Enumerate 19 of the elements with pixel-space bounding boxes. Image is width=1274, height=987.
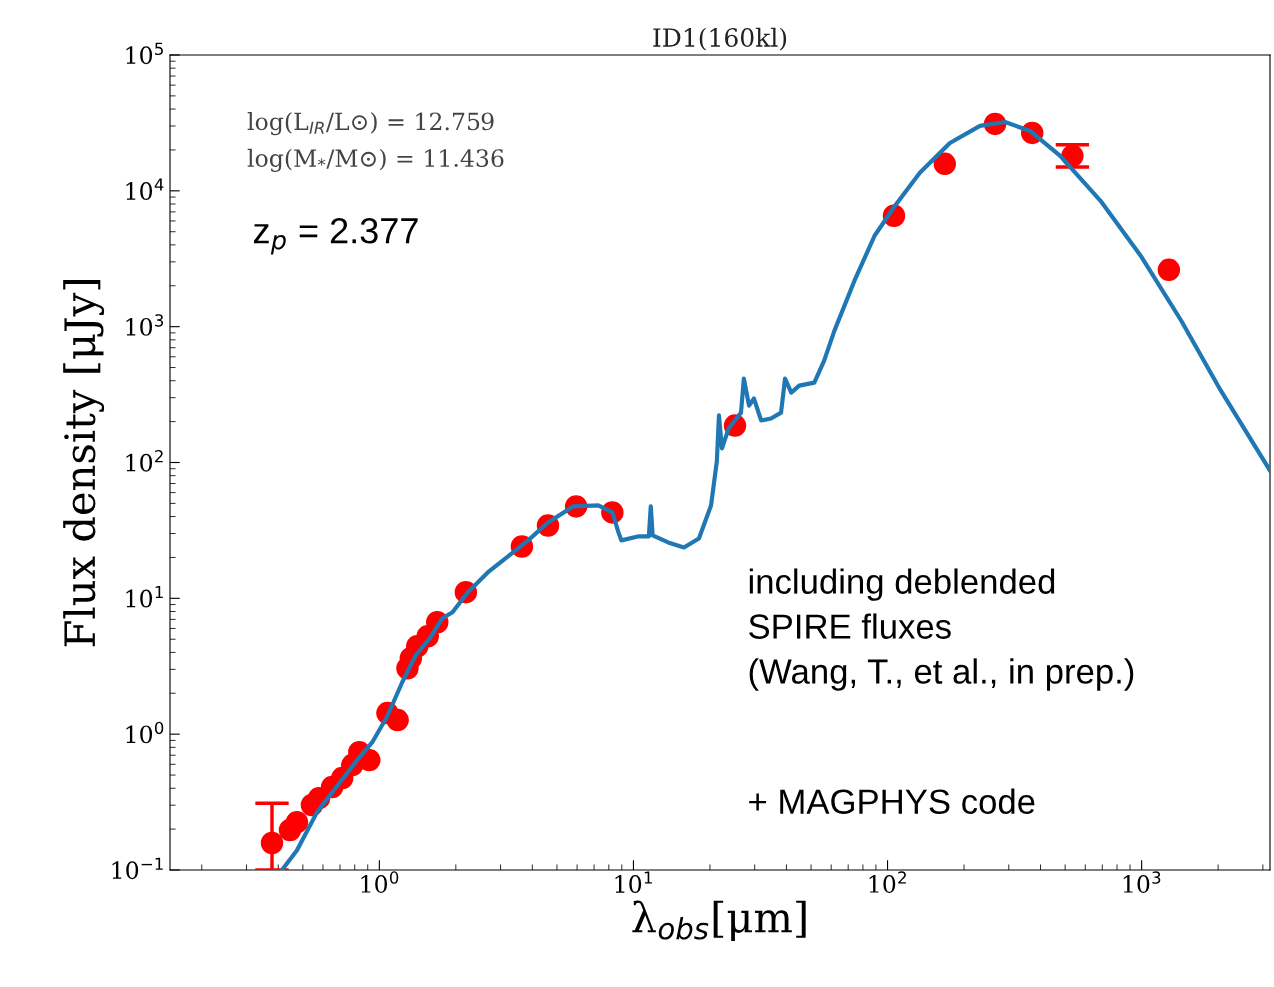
y-tick-label: 10$^{0}$ — [126, 721, 164, 744]
x-tick-label: 10$^{3}$ — [1123, 871, 1161, 893]
annotation: z$_{p}$ = 2.377 — [253, 218, 418, 255]
y-tick-label: 10$^{4}$ — [126, 178, 164, 200]
annotation: log(M$_{*}$/M⊙) = 11.436 — [247, 148, 504, 172]
chart-title: ID1(160kl) — [653, 27, 787, 51]
x-tick-label: 10$^{2}$ — [869, 871, 906, 893]
x-axis-title: λ$_{obs}$[μm] — [632, 900, 806, 942]
y-axis-title: Flux density [μJy] — [63, 280, 105, 647]
y-tick-label: 10$^{1}$ — [126, 586, 163, 608]
y-tick-label: 10$^{3}$ — [126, 314, 164, 336]
annotation: log(L$_{IR}$/L⊙) = 12.759 — [247, 112, 494, 136]
y-tick-label: 10$^{5}$ — [126, 42, 163, 65]
annotation: + MAGPHYS code — [749, 788, 1035, 814]
y-tick-label: 10$^{2}$ — [126, 449, 163, 472]
annotation: including deblended SPIRE fluxes (Wang, T., et al., in prep.) — [749, 568, 1134, 691]
x-tick-label: 10$^{1}$ — [615, 871, 652, 893]
x-tick-label: 10$^{0}$ — [361, 871, 399, 893]
y-tick-label: 10$^{−1}$ — [112, 857, 163, 880]
